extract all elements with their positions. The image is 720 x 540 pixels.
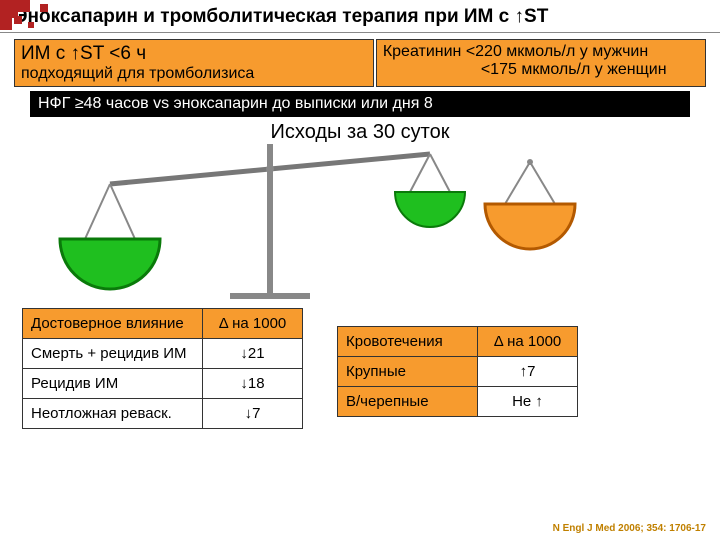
t2-r1-delta: Не ↑	[478, 387, 578, 417]
right-line2: <175 мкмоль/л у женщин	[383, 61, 699, 79]
title-post: ST	[524, 6, 548, 27]
t2-header-1: Δ на 1000	[478, 327, 578, 357]
criteria-left-box: ИМ с ↑ST <6 ч подходящий для тромболизис…	[14, 39, 374, 87]
title-arrow: ↑	[515, 6, 525, 27]
t1-r0-label: Смерть + рецидив ИМ	[23, 339, 203, 369]
t1-r2-label: Неотложная реваск.	[23, 399, 203, 429]
t1-header-1: Δ на 1000	[203, 309, 303, 339]
table-row: Крупные↑7	[338, 357, 578, 387]
left-line1-arrow: ↑	[71, 43, 81, 64]
comparison-bar: НФГ ≥48 часов vs эноксапарин до выписки …	[30, 91, 690, 117]
right-line1: Креатинин <220 мкмоль/л у мужчин	[383, 43, 699, 61]
table-row: Неотложная реваск.↓7	[23, 399, 303, 429]
balance-scale-diagram	[40, 144, 680, 304]
left-line1-pre: ИМ с	[21, 43, 71, 64]
bleeding-table: Кровотечения Δ на 1000 Крупные↑7 В/череп…	[337, 326, 578, 417]
t2-r0-label: Крупные	[338, 357, 478, 387]
left-line1-post: ST <6 ч	[80, 43, 146, 64]
t2-r0-delta: ↑7	[478, 357, 578, 387]
corner-decoration	[0, 0, 60, 40]
t1-r1-delta: ↓18	[203, 369, 303, 399]
t1-header-0: Достоверное влияние	[23, 309, 203, 339]
t2-header-0: Кровотечения	[338, 327, 478, 357]
citation: N Engl J Med 2006; 354: 1706-17	[553, 523, 706, 534]
table-row: Рецидив ИМ↓18	[23, 369, 303, 399]
tables-row: Достоверное влияние Δ на 1000 Смерть + р…	[22, 308, 698, 429]
title-pre: Эноксапарин и тромболитическая терапия п…	[14, 6, 515, 27]
t1-r1-label: Рецидив ИМ	[23, 369, 203, 399]
table-row: Смерть + рецидив ИМ↓21	[23, 339, 303, 369]
t2-r1-label: В/черепные	[338, 387, 478, 417]
efficacy-table: Достоверное влияние Δ на 1000 Смерть + р…	[22, 308, 303, 429]
table-row: В/черепныеНе ↑	[338, 387, 578, 417]
t1-r0-delta: ↓21	[203, 339, 303, 369]
outcomes-label: Исходы за 30 суток	[0, 121, 720, 144]
criteria-right-box: Креатинин <220 мкмоль/л у мужчин <175 мк…	[376, 39, 706, 87]
slide-title: Эноксапарин и тромболитическая терапия п…	[0, 0, 720, 33]
t1-r2-delta: ↓7	[203, 399, 303, 429]
criteria-row: ИМ с ↑ST <6 ч подходящий для тромболизис…	[14, 39, 706, 87]
left-line2: подходящий для тромболизиса	[21, 65, 367, 83]
